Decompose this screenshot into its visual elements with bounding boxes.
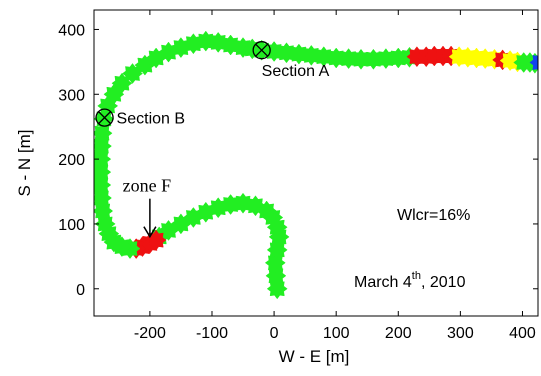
track-point-green xyxy=(266,239,288,261)
x-tick-label: 100 xyxy=(323,325,350,342)
section-label: Section A xyxy=(262,63,330,80)
date-annotation: March 4th, 2010 xyxy=(354,270,466,291)
y-tick-label: 100 xyxy=(58,217,85,234)
track-point-green xyxy=(94,122,113,144)
section-cross-line xyxy=(255,43,269,57)
track-point-green xyxy=(94,187,112,209)
wlcr-annotation: Wlcr=16% xyxy=(397,207,470,224)
plot-frame xyxy=(93,9,539,317)
zone-label: zone F xyxy=(123,176,172,196)
track-point-green xyxy=(266,278,288,300)
track-point-green xyxy=(94,200,114,222)
track-point-green xyxy=(94,213,116,235)
track-point-green xyxy=(265,265,287,287)
zone-arrow-head-icon xyxy=(143,226,157,239)
date-year: , 2010 xyxy=(421,274,466,291)
date-superscript: th xyxy=(412,270,421,282)
section-label: Section B xyxy=(117,111,185,128)
section-cross-line xyxy=(98,111,112,125)
date-month-day: March 4 xyxy=(354,274,412,291)
track-point-green xyxy=(264,252,286,274)
section-marker xyxy=(252,41,271,60)
y-tick-label: 200 xyxy=(58,152,85,169)
x-tick-label: -100 xyxy=(196,325,228,342)
section-circle-icon xyxy=(252,41,271,60)
x-tick-label: 200 xyxy=(385,325,412,342)
track-point-blue xyxy=(529,54,538,71)
y-tick-label: 300 xyxy=(58,87,85,104)
y-axis-label: S - N [m] xyxy=(15,129,34,196)
x-tick-label: -200 xyxy=(134,325,166,342)
y-tick-label: 0 xyxy=(76,282,85,299)
x-tick-label: 300 xyxy=(447,325,474,342)
y-tick-label: 400 xyxy=(58,22,85,39)
x-axis-label: W - E [m] xyxy=(279,347,350,366)
track-point-green xyxy=(94,135,112,157)
section-marker xyxy=(95,108,114,127)
section-circle-icon xyxy=(95,108,114,127)
x-tick-label: 400 xyxy=(509,325,536,342)
x-tick-label: 0 xyxy=(270,325,279,342)
